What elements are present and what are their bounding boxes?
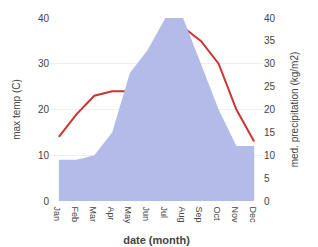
svg-text:10: 10 (38, 150, 50, 161)
svg-text:Dec: Dec (248, 207, 258, 224)
svg-text:Apr: Apr (106, 207, 116, 221)
svg-text:25: 25 (264, 81, 276, 92)
svg-text:0: 0 (264, 196, 270, 207)
svg-text:max temp (C): max temp (C) (11, 79, 22, 140)
svg-text:40: 40 (264, 13, 276, 24)
svg-text:Nov: Nov (230, 207, 240, 224)
svg-text:med. precipitation (kg/m2): med. precipitation (kg/m2) (289, 52, 300, 168)
svg-text:5: 5 (264, 173, 270, 184)
svg-text:Oct: Oct (212, 207, 222, 222)
svg-text:20: 20 (264, 104, 276, 115)
svg-text:10: 10 (264, 150, 276, 161)
svg-text:Jun: Jun (141, 207, 151, 222)
svg-text:Jan: Jan (52, 207, 62, 222)
svg-text:30: 30 (38, 58, 50, 69)
svg-text:40: 40 (38, 13, 50, 24)
svg-text:Sep: Sep (194, 207, 204, 223)
svg-text:date (month): date (month) (123, 234, 190, 246)
svg-text:30: 30 (264, 58, 276, 69)
svg-text:0: 0 (43, 196, 49, 207)
svg-text:Feb: Feb (70, 207, 80, 223)
svg-text:20: 20 (38, 104, 50, 115)
svg-text:35: 35 (264, 35, 276, 46)
svg-text:Jul: Jul (159, 207, 169, 219)
svg-text:May: May (123, 207, 133, 225)
svg-text:15: 15 (264, 127, 276, 138)
svg-text:Mar: Mar (88, 207, 98, 223)
svg-text:Aug: Aug (177, 207, 187, 223)
